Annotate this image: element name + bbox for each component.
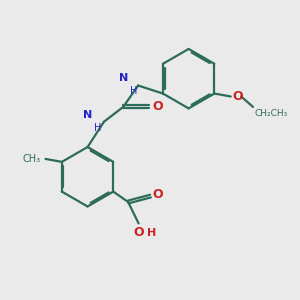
Text: H: H: [130, 85, 137, 95]
Text: O: O: [153, 188, 164, 201]
Text: O: O: [133, 226, 144, 239]
Text: N: N: [83, 110, 92, 120]
Text: CH₂CH₃: CH₂CH₃: [254, 109, 288, 118]
Text: O: O: [232, 90, 243, 103]
Text: CH₃: CH₃: [23, 154, 41, 164]
Text: N: N: [119, 73, 128, 82]
Text: H: H: [147, 228, 156, 238]
Text: O: O: [152, 100, 163, 113]
Text: H: H: [94, 123, 101, 133]
